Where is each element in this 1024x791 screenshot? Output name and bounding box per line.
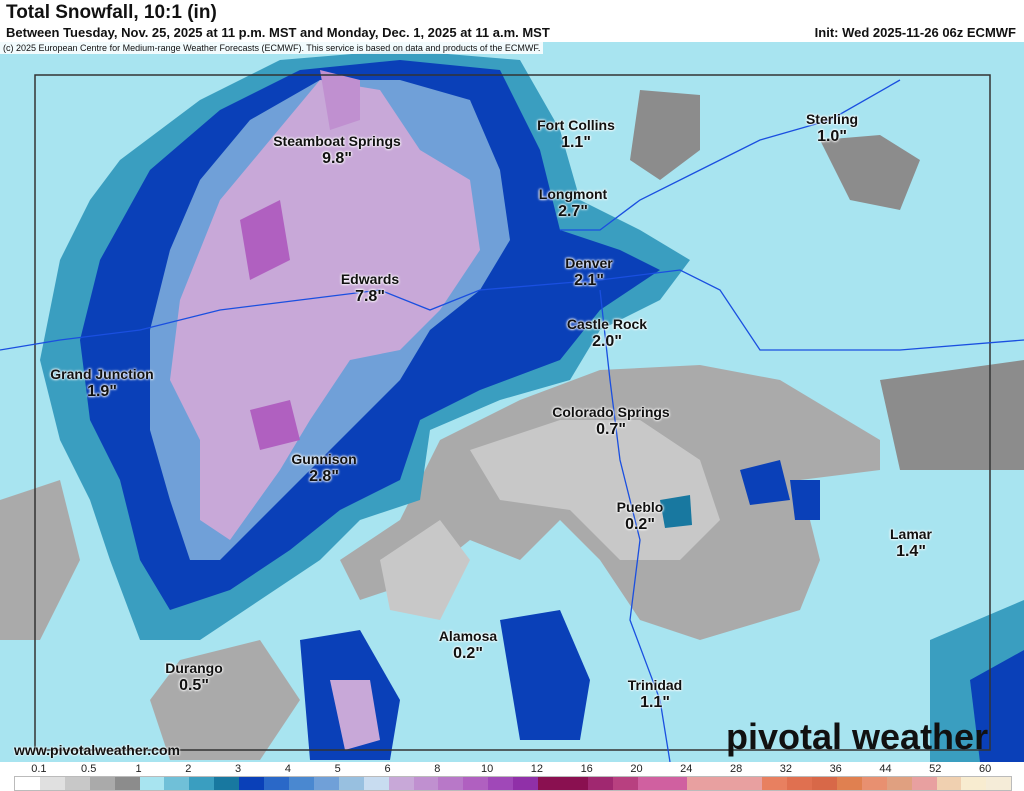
city-label: Trinidad 1.1" <box>627 677 683 711</box>
legend-tick-label: 28 <box>729 763 743 775</box>
city-label: Fort Collins 1.1" <box>537 117 615 151</box>
legend-tick-label: 3 <box>235 763 242 775</box>
website-url: www.pivotalweather.com <box>14 742 180 758</box>
legend-tick-label: 20 <box>630 763 643 775</box>
legend-tick-label: 0.1 <box>31 763 47 775</box>
legend-swatch <box>388 777 414 790</box>
legend-swatch <box>488 777 514 790</box>
legend-tick-label: 4 <box>284 763 291 775</box>
city-label: Pueblo 0.2" <box>616 499 664 533</box>
legend-swatch <box>712 777 738 790</box>
legend-colorbar <box>14 776 1012 791</box>
legend-swatch <box>363 777 389 790</box>
init-time: Init: Wed 2025-11-26 06z ECMWF <box>814 25 1016 40</box>
legend-swatch <box>64 777 90 790</box>
legend-swatch <box>762 777 788 790</box>
legend-tick-label: 8 <box>434 763 441 775</box>
legend-swatch <box>787 777 812 790</box>
snowfall-field <box>0 50 1024 762</box>
legend-tick-label: 2 <box>185 763 192 775</box>
legend-swatch <box>836 777 862 790</box>
legend-swatch <box>463 777 489 790</box>
pivotal-weather-logo: pivotal weather <box>726 716 989 757</box>
legend-swatch <box>139 777 165 790</box>
legend-tick-label: 12 <box>530 763 544 775</box>
legend-swatch <box>438 777 464 790</box>
legend-swatch <box>986 777 1012 790</box>
city-label: Longmont 2.7" <box>538 186 608 220</box>
map-title: Total Snowfall, 10:1 (in) <box>6 2 217 23</box>
city-label: Gunnison 2.8" <box>291 451 357 485</box>
city-label: Steamboat Springs 9.8" <box>273 133 401 167</box>
legend-tick-label: 10 <box>480 763 494 775</box>
legend-swatch <box>612 777 638 790</box>
legend-swatch <box>737 777 763 790</box>
map-subtitle: Between Tuesday, Nov. 25, 2025 at 11 p.m… <box>6 25 550 40</box>
legend-swatch <box>961 777 987 790</box>
legend-tick-label: 16 <box>580 763 593 775</box>
legend-swatch <box>687 777 713 790</box>
legend-swatch <box>936 777 962 790</box>
legend-tick-label: 32 <box>779 763 793 775</box>
legend-tick-label: 24 <box>680 763 693 775</box>
legend-swatch <box>15 777 40 790</box>
color-legend: 0.1 0.5 1 2 3 4 5 6 8 10 12 16 20 24 28 32 36 44 52 60 <box>0 762 1024 791</box>
city-label: Denver 2.1" <box>565 255 613 289</box>
legend-swatch <box>637 777 663 790</box>
city-label: Sterling 1.0" <box>805 111 859 145</box>
legend-swatch <box>513 777 539 790</box>
legend-swatch <box>239 777 265 790</box>
legend-tick-label: 1 <box>135 763 142 775</box>
legend-swatch <box>413 777 439 790</box>
legend-swatch <box>214 777 240 790</box>
copyright-notice: (c) 2025 European Centre for Medium-rang… <box>0 42 544 54</box>
legend-swatch <box>911 777 937 790</box>
legend-swatch <box>189 777 215 790</box>
legend-swatch <box>587 777 613 790</box>
legend-swatch <box>562 777 588 790</box>
legend-swatch <box>861 777 887 790</box>
legend-swatch <box>164 777 190 790</box>
legend-swatch <box>313 777 339 790</box>
city-label: Lamar 1.4" <box>889 526 933 560</box>
legend-tick-label: 36 <box>829 763 842 775</box>
legend-tick-label: 5 <box>334 763 341 775</box>
city-label: Colorado Springs 0.7" <box>552 404 670 438</box>
legend-tick-label: 6 <box>384 763 391 775</box>
city-label: Alamosa 0.2" <box>438 628 498 662</box>
legend-swatch <box>338 777 364 790</box>
legend-swatch <box>886 777 912 790</box>
city-label: Castle Rock 2.0" <box>566 316 648 350</box>
snowfall-map <box>0 42 1024 762</box>
legend-swatch <box>114 777 140 790</box>
legend-swatch <box>538 777 563 790</box>
legend-swatch <box>812 777 837 790</box>
legend-tick-label: 44 <box>879 763 892 775</box>
legend-tick-label: 52 <box>929 763 942 775</box>
legend-tick-label: 0.5 <box>81 763 97 775</box>
legend-swatch <box>89 777 115 790</box>
city-label: Grand Junction 1.9" <box>50 366 154 400</box>
legend-ticks: 0.1 0.5 1 2 3 4 5 6 8 10 12 16 20 24 28 32 36 44 52 60 <box>0 762 1024 776</box>
legend-tick-label: 60 <box>978 763 992 775</box>
city-label: Edwards 7.8" <box>340 271 400 305</box>
legend-swatch <box>288 777 314 790</box>
city-label: Durango 0.5" <box>165 660 223 694</box>
legend-swatch <box>39 777 65 790</box>
legend-swatch <box>264 777 289 790</box>
legend-swatch <box>662 777 688 790</box>
